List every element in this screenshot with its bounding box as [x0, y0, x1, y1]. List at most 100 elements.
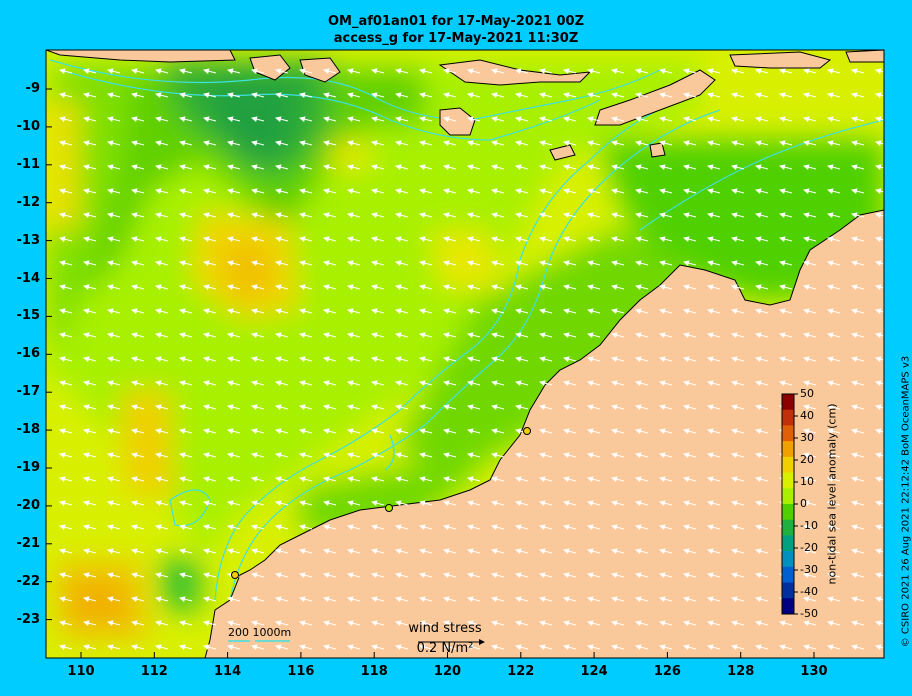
- wind-arrow: [563, 644, 577, 651]
- wind-arrow: [731, 140, 745, 147]
- wind-arrow: [275, 140, 289, 147]
- wind-arrow: [227, 644, 241, 651]
- wind-arrow: [539, 308, 553, 315]
- lat-tick-label: -21: [16, 535, 41, 551]
- wind-arrow: [395, 188, 409, 195]
- wind-arrow: [107, 308, 121, 315]
- wind-arrow: [515, 212, 529, 219]
- wind-arrow: [587, 644, 601, 651]
- wind-arrow: [419, 92, 433, 99]
- wind-arrow: [827, 428, 841, 435]
- colorbar-segment: [782, 551, 794, 568]
- wind-arrow: [107, 596, 121, 603]
- tanimbar-strip: [845, 50, 884, 63]
- wind-arrow: [683, 212, 697, 219]
- wind-arrow: [251, 140, 265, 147]
- wind-arrow: [251, 476, 265, 483]
- wind-arrow: [707, 236, 721, 243]
- wind-arrow: [131, 524, 145, 531]
- wind-arrow: [275, 524, 289, 531]
- wind-arrow: [875, 476, 884, 483]
- wind-arrow: [851, 428, 865, 435]
- wind-arrow: [611, 548, 625, 555]
- wind-arrow: [347, 476, 361, 483]
- wind-arrow: [155, 188, 169, 195]
- lon-tick-label: 126: [653, 664, 681, 679]
- wind-arrow: [275, 428, 289, 435]
- wind-arrow: [131, 308, 145, 315]
- wind-arrow: [467, 428, 481, 435]
- wind-arrow: [491, 68, 505, 75]
- wind-arrow: [515, 380, 529, 387]
- wind-arrow: [107, 356, 121, 363]
- wind-arrow: [731, 68, 745, 75]
- wind-arrow: [659, 164, 673, 171]
- wind-arrow: [563, 116, 577, 123]
- wind-arrow: [155, 68, 169, 75]
- wind-arrow: [635, 92, 649, 99]
- lon-tick-label: 128: [727, 664, 755, 679]
- wind-arrow: [251, 644, 265, 651]
- wind-arrow: [83, 428, 97, 435]
- wind-arrow: [59, 236, 73, 243]
- wind-arrow: [827, 356, 841, 363]
- wind-arrow: [227, 476, 241, 483]
- wind-arrow: [659, 452, 673, 459]
- wind-arrow: [611, 380, 625, 387]
- wind-arrow: [491, 476, 505, 483]
- wind-arrow: [491, 284, 505, 291]
- wind-arrow: [827, 572, 841, 579]
- wind-arrow: [467, 236, 481, 243]
- wind-arrow: [131, 356, 145, 363]
- wind-arrow: [323, 356, 337, 363]
- wind-arrow: [779, 236, 793, 243]
- wind-arrow: [659, 596, 673, 603]
- wind-arrow: [755, 476, 769, 483]
- wind-arrow: [587, 476, 601, 483]
- wind-arrow: [635, 212, 649, 219]
- wind-arrow: [251, 284, 265, 291]
- wind-arrow: [491, 620, 505, 627]
- wind-arrow: [539, 164, 553, 171]
- wind-arrow: [611, 260, 625, 267]
- wind-arrow: [83, 572, 97, 579]
- wind-arrow: [827, 92, 841, 99]
- wind-arrow: [419, 572, 433, 579]
- wind-arrow: [803, 524, 817, 531]
- wind-arrow: [371, 332, 385, 339]
- lat-tick-label: -15: [16, 308, 41, 324]
- wind-arrow: [539, 572, 553, 579]
- wind-arrow: [179, 404, 193, 411]
- wind-arrow: [779, 68, 793, 75]
- wind-arrow: [299, 212, 313, 219]
- wind-arrow: [59, 188, 73, 195]
- wind-arrow: [467, 68, 481, 75]
- wind-arrow: [515, 644, 529, 651]
- wind-arrow: [563, 476, 577, 483]
- wind-arrow: [323, 476, 337, 483]
- wind-arrow: [803, 452, 817, 459]
- wind-arrow: [779, 332, 793, 339]
- wind-arrow: [563, 620, 577, 627]
- wind-arrow: [635, 164, 649, 171]
- wind-arrow: [707, 68, 721, 75]
- wind-arrow: [275, 92, 289, 99]
- wind-arrow: [59, 332, 73, 339]
- wind-arrow: [371, 644, 385, 651]
- wind-arrow: [491, 356, 505, 363]
- wind-arrow: [659, 548, 673, 555]
- wind-arrow: [659, 284, 673, 291]
- wind-arrow: [467, 308, 481, 315]
- wind-arrow: [635, 404, 649, 411]
- wind-arrow: [707, 164, 721, 171]
- wind-arrow: [515, 356, 529, 363]
- colorbar-segment: [782, 488, 794, 505]
- wind-arrow: [779, 212, 793, 219]
- wind-arrow: [179, 308, 193, 315]
- wind-arrow: [83, 68, 97, 75]
- wind-arrow: [779, 620, 793, 627]
- wind-arrow: [107, 332, 121, 339]
- wind-arrow: [59, 596, 73, 603]
- wind-arrow: [683, 476, 697, 483]
- lon-tick-label: 110: [67, 664, 95, 679]
